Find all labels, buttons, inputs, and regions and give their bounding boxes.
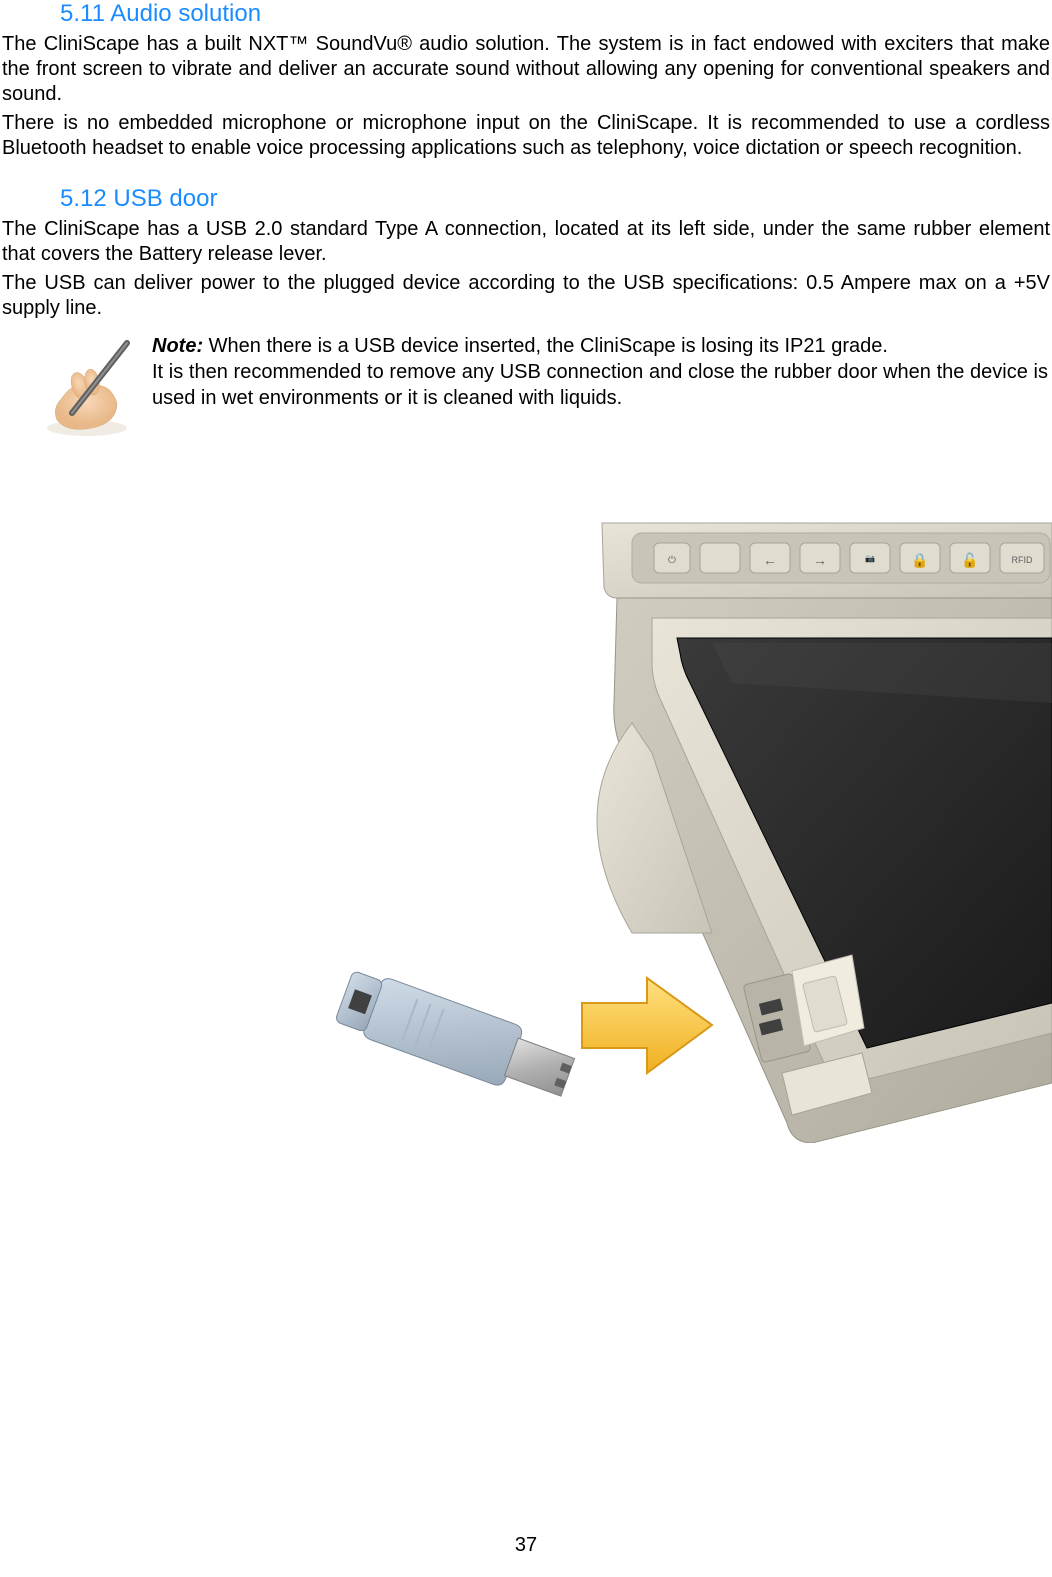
svg-text:RFID: RFID [1012, 555, 1033, 565]
svg-text:⏻: ⏻ [668, 555, 676, 566]
note-line-2: It is then recommended to remove any USB… [152, 361, 1048, 409]
note-block: Note: When there is a USB device inserte… [0, 333, 1052, 443]
svg-text:←: ← [763, 552, 777, 568]
note-hand-icon [22, 333, 152, 443]
device-top-panel: ⏻ ← → 📷 🔒 🔓 RFID [602, 523, 1052, 598]
insert-arrow-icon [582, 978, 712, 1073]
svg-text:→: → [813, 552, 827, 568]
section-heading-usb: 5.12 USB door [60, 185, 1052, 213]
device-front-face [597, 598, 1052, 1143]
device-figure: ⏻ ← → 📷 🔒 🔓 RFID [0, 503, 1052, 1143]
svg-text:🔒: 🔒 [911, 552, 928, 569]
page-number: 37 [0, 1534, 1052, 1557]
note-text: Note: When there is a USB device inserte… [152, 333, 1050, 411]
audio-paragraph-1: The CliniScape has a built NXT™ SoundVu®… [0, 32, 1052, 107]
audio-paragraph-2: There is no embedded microphone or micro… [0, 111, 1052, 161]
section-heading-audio: 5.11 Audio solution [60, 0, 1052, 28]
svg-text:🔓: 🔓 [961, 552, 978, 569]
note-label: Note: [152, 335, 203, 357]
svg-text:📷: 📷 [865, 554, 875, 563]
device-illustration: ⏻ ← → 📷 🔒 🔓 RFID [312, 503, 1052, 1143]
usb-paragraph-1: The CliniScape has a USB 2.0 standard Ty… [0, 217, 1052, 267]
usb-paragraph-2: The USB can deliver power to the plugged… [0, 271, 1052, 321]
usb-stick [333, 966, 579, 1108]
note-line-1: When there is a USB device inserted, the… [203, 335, 888, 357]
